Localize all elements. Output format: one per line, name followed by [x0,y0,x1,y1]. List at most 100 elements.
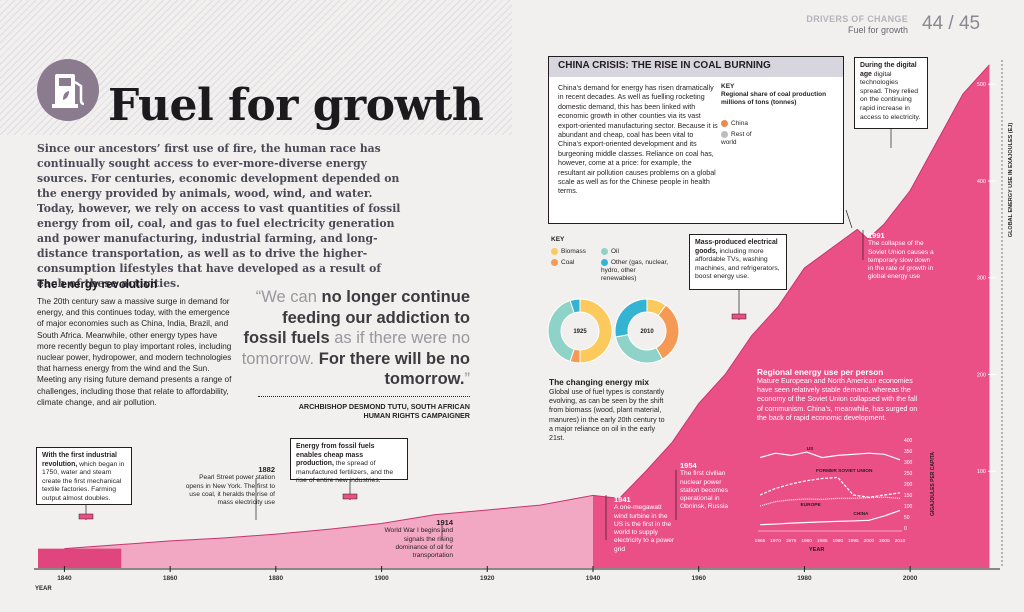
text-1954: The first civilian nuclear power station… [680,470,729,511]
regional-x-1990: 1990 [832,538,843,544]
year-1914: 1914 [436,518,453,527]
annotation-1991: 1991 The collapse of the Soviet Union ca… [868,231,934,282]
x-tick-label-2000: 2000 [903,575,918,582]
x-tick-label-1920: 1920 [480,575,495,582]
y-tick-label-100: 100 [977,469,986,475]
annotation-1941: 1941 A one-megawatt wind turbine in the … [614,495,676,554]
regional-x-1975: 1975 [786,538,797,544]
year-1991: 1991 [868,231,885,240]
digital-age-box: During the digital age digital technolog… [854,57,928,129]
regional-label-former-soviet-union: FORMER SOVIET UNION [816,468,873,474]
area-pre-1940 [64,495,593,568]
donut-1925: 1925 [547,298,613,364]
biomass-swatch [551,248,558,255]
china-body: China’s demand for energy has risen dram… [558,84,718,196]
coal-swatch [551,259,558,266]
annotation-1882: 1882 Pearl Street power station opens in… [180,465,275,507]
regional-x-2000: 2000 [864,538,875,544]
electrical-goods-box: Mass-produced electrical goods, includin… [689,234,787,290]
goods-text: including more affordable TVs, washing m… [695,247,780,281]
energy-use-line [64,64,990,550]
other-label: Other (gas, nuclear, hydro, other renewa… [601,259,669,283]
quote-part-2: no longer continue feeding our addiction… [243,288,470,347]
digital-text: digital technologies spread. They relied… [860,70,921,121]
industrial-band [38,548,122,568]
legend-china: China [721,120,748,128]
energy-mix-body: Global use of fuel types is constantly e… [549,388,665,443]
year-1941: 1941 [614,495,631,504]
fuel-legend-other: Other (gas, nuclear, hydro, other renewa… [601,259,671,283]
donut-1925-slice-0 [579,298,613,364]
x-tick-label-1960: 1960 [691,575,706,582]
page-right: 45 [958,13,981,34]
donut-1925-slice-2 [547,299,575,363]
regional-label-china: CHINA [853,511,869,517]
fuel-legend-oil: Oil [601,248,619,256]
regional-y-100: 100 [904,504,913,510]
section-subtitle: Fuel for growth [847,25,908,35]
fossil-lead: Energy from fossil fuels enables cheap m… [296,443,375,468]
regional-x-2005: 2005 [879,538,890,544]
fossil-text: the spread of manufactured fertilizers, … [296,460,394,485]
text-1882: Pearl Street power station opens in New … [185,474,275,507]
industrial-lead: With the first industrial revolution, [42,452,117,468]
quote-part-5: ” [464,370,471,388]
regional-x-2010: 2010 [895,538,906,544]
industrial-text: which began in 1750, water and steam cre… [42,460,125,502]
x-tick-label-1880: 1880 [269,575,284,582]
biomass-label: Biomass [561,248,586,256]
quote-attribution: ARCHBISHOP DESMOND TUTU, SOUTH AFRICAN H… [298,402,470,420]
regional-label-europe: EUROPE [800,502,821,508]
china-key-label: KEY [721,83,735,90]
regional-y-150: 150 [904,493,913,499]
donut-label-1925: 1925 [573,329,587,335]
quote-part-3: as if there were no tomorrow. [241,329,470,368]
regional-y-title: GIGAJOULES PER CAPITA [930,452,936,516]
marker-1 [342,493,358,500]
regional-y-300: 300 [904,460,913,466]
annotation-1954: 1954 The first civilian nuclear power st… [680,461,738,512]
energy-mix-heading: The changing energy mix [549,377,650,387]
intro-paragraph: Since our ancestors’ first use of fire, … [37,142,401,290]
year-1954: 1954 [680,461,697,470]
regional-x-title: YEAR [809,547,824,553]
fuel-pump-icon [36,58,100,122]
regional-heading: Regional energy use per person [757,367,884,377]
donut-2010-slice-2 [614,333,664,364]
regional-line-former-soviet-union [759,476,901,498]
page-left: 44 [922,13,944,34]
digital-lead: During the digital age [860,62,917,78]
oil-label: Oil [611,248,619,256]
year-1882: 1882 [258,465,275,474]
regional-y-400: 400 [904,438,913,444]
quote-rule [258,396,470,397]
donut-2010-slice-3 [614,298,648,338]
page-title: Fuel for growth [108,80,484,131]
regional-y-350: 350 [904,449,913,455]
tutu-quote: “We can no longer continue feeding our a… [238,287,470,390]
section-kicker: DRIVERS OF CHANGE [806,14,908,24]
regional-x-1965: 1965 [755,538,766,544]
industrial-revolution-box: With the first industrial revolution, wh… [36,447,132,505]
rest-swatch [721,131,728,138]
china-key-title: Regional share of coal production millio… [721,91,827,106]
annotation-1914: 1914 World War I begins and signals the … [380,518,453,560]
area-post-1940 [593,64,990,568]
legend-rest-label: Rest of world [721,131,752,147]
regional-y-200: 200 [904,482,913,488]
y-axis-title: GLOBAL ENERGY USE IN EXAJOULES (EJ) [1008,123,1014,238]
x-axis-title: YEAR [35,586,52,592]
text-1991: The collapse of the Soviet Union causes … [868,240,934,281]
fuel-key-label: KEY [551,236,565,243]
goods-lead: Mass-produced electrical goods, [695,239,778,255]
legend-china-label: China [731,120,748,128]
regional-x-1995: 1995 [848,538,859,544]
regional-x-1970: 1970 [770,538,781,544]
y-tick-label-500: 500 [977,82,986,88]
donut-label-2010: 2010 [640,329,654,335]
regional-x-1985: 1985 [817,538,828,544]
china-swatch [721,120,728,127]
fuel-legend-coal: Coal [551,259,574,267]
regional-line-us [759,451,901,461]
fuel-legend-biomass: Biomass [551,248,586,256]
